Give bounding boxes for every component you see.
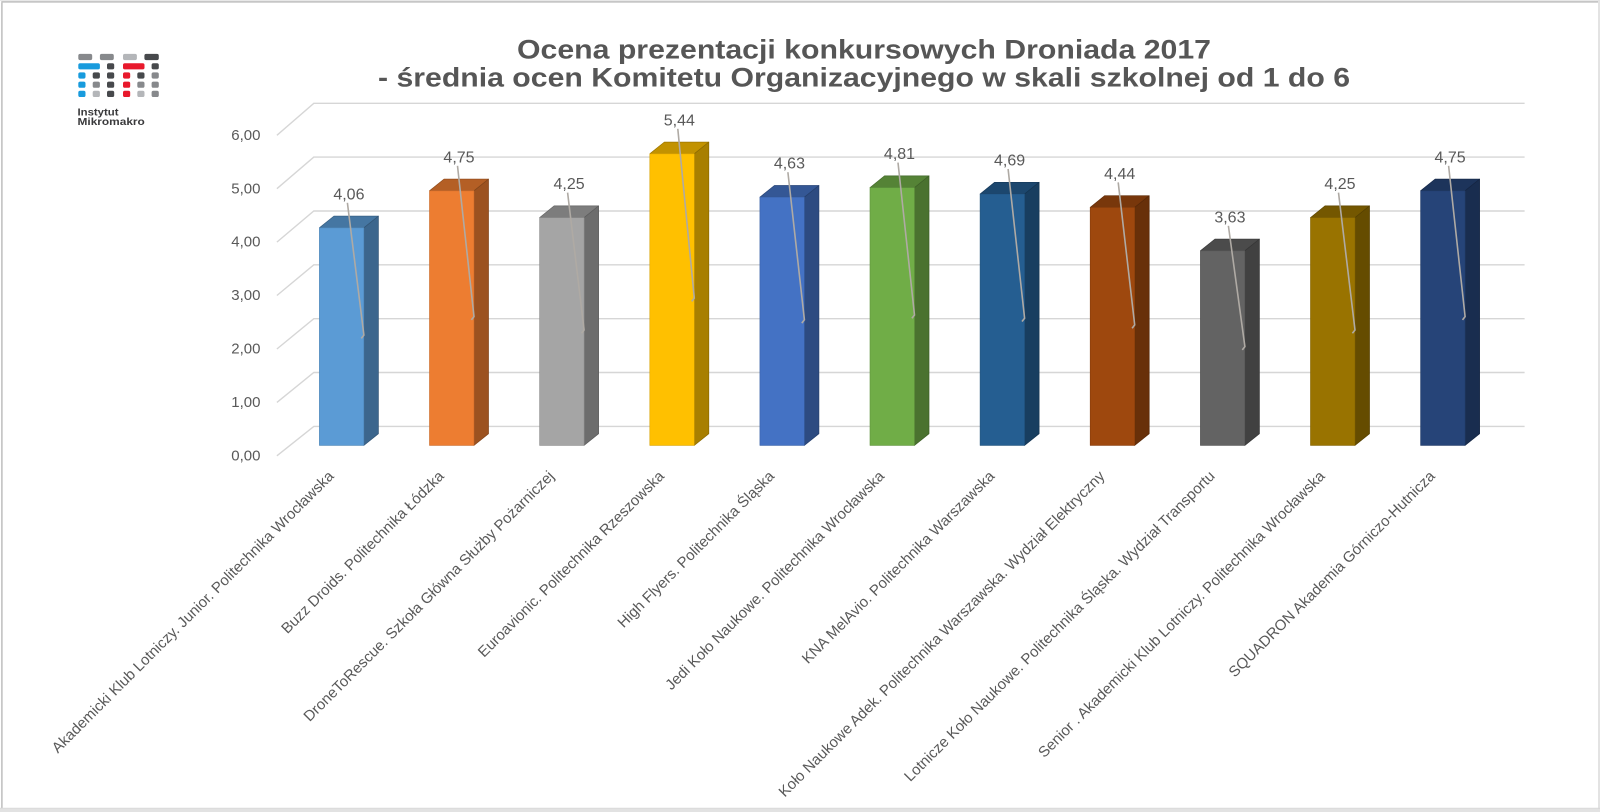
svg-text:4,44: 4,44 bbox=[1104, 166, 1135, 183]
svg-text:4,06: 4,06 bbox=[333, 186, 364, 203]
svg-text:4,25: 4,25 bbox=[1324, 176, 1355, 193]
svg-text:3,00: 3,00 bbox=[231, 287, 260, 304]
svg-text:Ocena prezentacji konkursowych: Ocena prezentacji konkursowych Droniada … bbox=[517, 35, 1211, 65]
svg-text:4,69: 4,69 bbox=[994, 153, 1025, 170]
svg-text:5,44: 5,44 bbox=[664, 112, 695, 129]
svg-text:6,00: 6,00 bbox=[231, 127, 260, 144]
svg-text:1,00: 1,00 bbox=[231, 394, 260, 411]
svg-text:4,81: 4,81 bbox=[884, 146, 915, 163]
svg-text:2,00: 2,00 bbox=[231, 341, 260, 358]
svg-text:0,00: 0,00 bbox=[231, 447, 260, 464]
svg-text:3,63: 3,63 bbox=[1214, 209, 1245, 226]
svg-text:Mikromakro: Mikromakro bbox=[78, 117, 145, 128]
svg-text:4,75: 4,75 bbox=[443, 149, 474, 166]
svg-text:- średnia ocen Komitetu Organi: - średnia ocen Komitetu Organizacyjnego … bbox=[378, 63, 1350, 93]
svg-text:4,00: 4,00 bbox=[231, 234, 260, 251]
svg-text:4,63: 4,63 bbox=[774, 156, 805, 173]
svg-text:5,00: 5,00 bbox=[231, 180, 260, 197]
svg-text:4,75: 4,75 bbox=[1435, 149, 1466, 166]
svg-text:4,25: 4,25 bbox=[554, 176, 585, 193]
svg-text:Instytut: Instytut bbox=[78, 108, 120, 119]
